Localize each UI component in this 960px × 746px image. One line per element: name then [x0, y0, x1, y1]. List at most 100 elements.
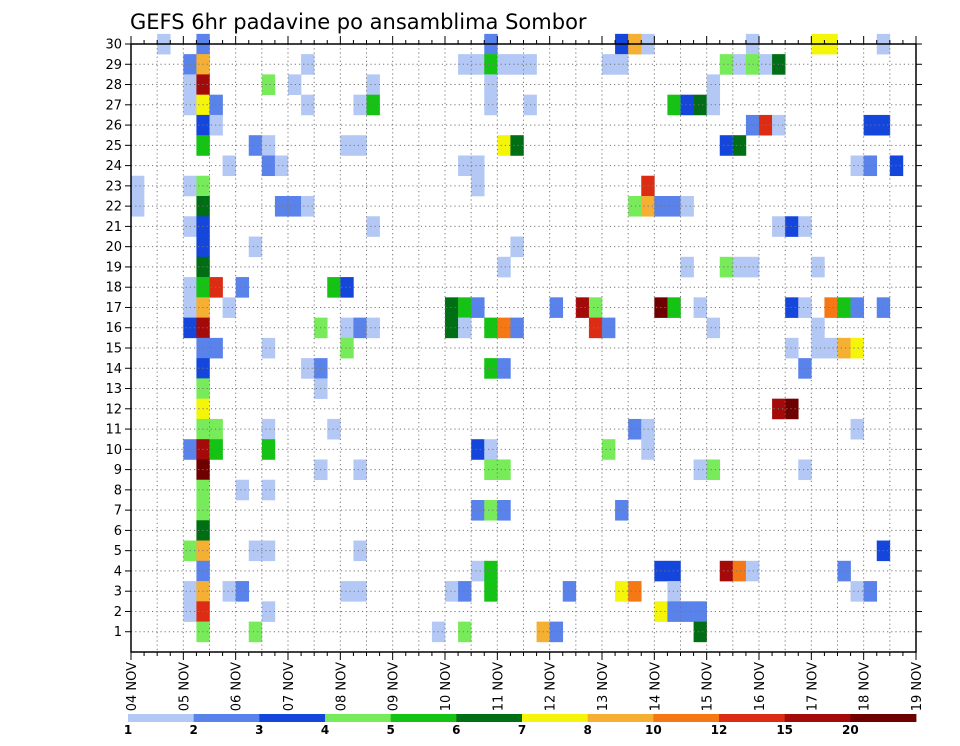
heatmap-cell [510, 236, 524, 258]
heatmap-cell [785, 216, 799, 237]
heatmap-cell [471, 297, 485, 318]
heatmap-cell [458, 155, 472, 177]
y-tick-label: 12 [105, 402, 122, 417]
heatmap-cell [798, 358, 812, 379]
heatmap-cell [366, 74, 380, 95]
colorbar-label: 8 [583, 723, 591, 737]
colorbar-swatch [719, 714, 786, 722]
heatmap-cell [706, 317, 721, 339]
colorbar: 1 2 3 4 5 6 7 8 10 12 15 20 [124, 714, 917, 737]
colorbar-swatch [587, 714, 654, 722]
heatmap-cell [274, 155, 289, 177]
heatmap-cell [811, 256, 825, 278]
heatmap-cell [837, 560, 851, 582]
y-tick-label: 21 [105, 220, 122, 235]
y-tick-label: 5 [114, 544, 122, 559]
heatmap-cell [837, 297, 851, 318]
cells-layer [131, 33, 904, 643]
x-tick-label: 06 NOV [230, 662, 245, 711]
x-tick-label: 10 NOV [439, 662, 454, 711]
heatmap-cell [510, 317, 524, 339]
heatmap-cell [615, 500, 629, 521]
heatmap-cell [353, 135, 367, 156]
heatmap-cell [850, 418, 864, 440]
heatmap-cell [222, 155, 236, 177]
heatmap-cell [497, 256, 511, 278]
heatmap-cell [484, 581, 498, 602]
y-tick-label: 27 [105, 98, 122, 113]
y-tick-label: 9 [114, 463, 122, 478]
y-tick-label: 6 [114, 524, 122, 539]
heatmap-cell [222, 581, 236, 602]
heatmap-cell [693, 621, 707, 643]
heatmap-cell [261, 418, 276, 440]
heatmap-cell [824, 337, 838, 359]
heatmap-cell [261, 540, 276, 562]
heatmap-cell [366, 216, 380, 237]
heatmap-cell [222, 297, 236, 318]
y-tick-label: 30 [105, 38, 122, 53]
heatmap-cell [680, 94, 694, 116]
heatmap-cell [850, 337, 864, 359]
heatmap-cell [274, 196, 289, 217]
heatmap-cell [248, 135, 263, 156]
heatmap-cell [693, 297, 707, 318]
heatmap-cell [471, 175, 485, 197]
colorbar-label: 3 [255, 723, 263, 737]
heatmap-cell [575, 297, 590, 318]
heatmap-cell [497, 459, 511, 481]
heatmap-cell [458, 297, 472, 318]
y-tick-label: 11 [105, 423, 122, 438]
heatmap-cell [248, 621, 263, 643]
heatmap-cell [667, 560, 681, 582]
colorbar-swatch [653, 714, 720, 722]
y-tick-label: 28 [105, 78, 122, 93]
heatmap-cell [340, 277, 354, 298]
heatmap-cell [471, 155, 485, 177]
colorbar-swatch [193, 714, 260, 722]
heatmap-cell [497, 358, 511, 379]
heatmap-cell [261, 601, 276, 622]
heatmap-cell [484, 94, 498, 116]
heatmap-cell [706, 74, 721, 95]
heatmap-cell [680, 196, 694, 217]
heatmap-cell [588, 297, 603, 318]
y-tick-label: 3 [114, 585, 122, 600]
heatmap-cell [288, 74, 302, 95]
heatmap-cell [484, 459, 498, 481]
y-tick-label: 7 [114, 504, 122, 519]
x-tick-label: 12 NOV [544, 662, 559, 711]
y-tick-label: 29 [105, 58, 122, 73]
heatmap-cell [340, 135, 354, 156]
heatmap-cell [602, 54, 616, 75]
heatmap-cell [628, 196, 642, 217]
colorbar-swatch [456, 714, 523, 722]
heatmap-cell [785, 337, 799, 359]
x-tick-label: 11 NOV [491, 662, 506, 711]
heatmap-cell [850, 581, 864, 602]
heatmap-cell [824, 297, 838, 318]
colorbar-label: 6 [452, 723, 460, 737]
y-tick-label: 24 [105, 159, 122, 174]
x-tick-label: 15 NOV [701, 662, 716, 711]
heatmap-cell [458, 54, 472, 75]
heatmap-cell [353, 581, 367, 602]
heatmap-cell [471, 54, 485, 75]
heatmap-cell [602, 317, 616, 339]
colorbar-swatch [784, 714, 851, 722]
heatmap-cell [667, 297, 681, 318]
heatmap-cell [706, 94, 721, 116]
heatmap-cell [484, 500, 498, 521]
heatmap-cell [235, 277, 250, 298]
heatmap-cell [798, 216, 812, 237]
heatmap-cell [340, 337, 354, 359]
y-tick-label: 4 [114, 564, 122, 579]
heatmap-cell [615, 581, 629, 602]
heatmap-cell [602, 439, 616, 460]
heatmap-cell [706, 459, 721, 481]
heatmap-cell [445, 317, 459, 339]
heatmap-cell [445, 297, 459, 318]
y-tick-label: 20 [105, 240, 122, 255]
x-tick-label: 14 NOV [648, 662, 663, 711]
heatmap-cell [497, 135, 511, 156]
